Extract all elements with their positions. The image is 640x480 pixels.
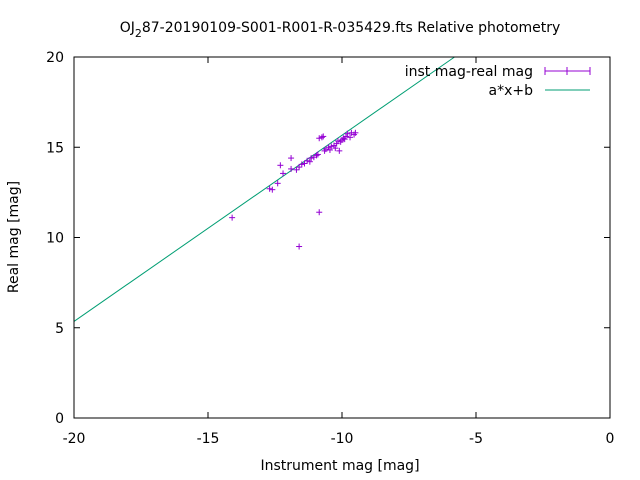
y-tick-label: 15 — [46, 140, 64, 156]
data-point — [274, 180, 281, 187]
data-point — [308, 155, 315, 162]
legend-text-fit: a*x+b — [489, 83, 534, 99]
data-point — [352, 129, 359, 136]
data-point — [229, 214, 236, 221]
y-tick-label: 0 — [55, 411, 64, 427]
x-ticks: -20 -15 -10 -5 0 — [63, 57, 615, 447]
y-tick-label: 5 — [55, 321, 64, 337]
legend-marker-inst-mag — [544, 67, 591, 75]
chart-title-main: OJ — [120, 20, 135, 36]
data-point — [316, 209, 323, 216]
data-point — [325, 144, 332, 151]
data-point — [341, 136, 348, 143]
data-point — [293, 166, 300, 173]
y-ticks: 0 5 10 15 20 — [46, 50, 610, 427]
y-tick-label: 20 — [46, 50, 64, 66]
data-point — [314, 151, 321, 158]
x-tick-label: 0 — [606, 431, 615, 447]
data-point — [344, 130, 351, 137]
data-point — [336, 147, 343, 154]
data-point — [343, 133, 350, 140]
data-point — [277, 162, 284, 169]
chart-title: OJ287-20190109-S001-R001-R-035429.fts Re… — [120, 20, 561, 40]
data-point — [280, 170, 287, 177]
data-point — [266, 185, 273, 192]
data-point — [296, 243, 303, 250]
x-axis-label: Instrument mag [mag] — [260, 458, 419, 474]
data-point — [288, 155, 295, 162]
plot-frame — [73, 56, 611, 419]
x-tick-label: -10 — [331, 431, 354, 447]
data-point — [269, 186, 276, 193]
legend: inst mag-real mag a*x+b — [405, 64, 591, 99]
x-tick-label: -5 — [469, 431, 483, 447]
data-point — [304, 157, 311, 164]
data-point — [316, 135, 323, 142]
data-point — [347, 134, 354, 141]
data-point — [288, 165, 295, 172]
data-point — [326, 146, 333, 153]
data-points — [229, 129, 359, 250]
data-point — [318, 134, 325, 141]
legend-text-inst-mag: inst mag-real mag — [405, 64, 533, 80]
data-point — [313, 152, 320, 159]
data-point — [306, 158, 313, 165]
y-axis-label: Real mag [mag] — [6, 181, 22, 293]
fit-line-group — [73, 56, 455, 322]
y-tick-label: 10 — [46, 231, 64, 247]
data-point — [296, 164, 303, 171]
fit-line — [73, 56, 455, 322]
chart-title-rest: 87-20190109-S001-R001-R-035429.fts Relat… — [142, 20, 560, 36]
data-point — [332, 145, 339, 152]
chart-title-subscript: 2 — [135, 27, 142, 40]
x-tick-label: -20 — [63, 431, 86, 447]
data-point — [334, 137, 341, 144]
data-point — [333, 140, 340, 147]
data-point — [301, 160, 308, 167]
data-point — [298, 161, 305, 168]
x-tick-label: -15 — [197, 431, 220, 447]
data-point — [320, 133, 327, 140]
data-point — [328, 143, 335, 150]
